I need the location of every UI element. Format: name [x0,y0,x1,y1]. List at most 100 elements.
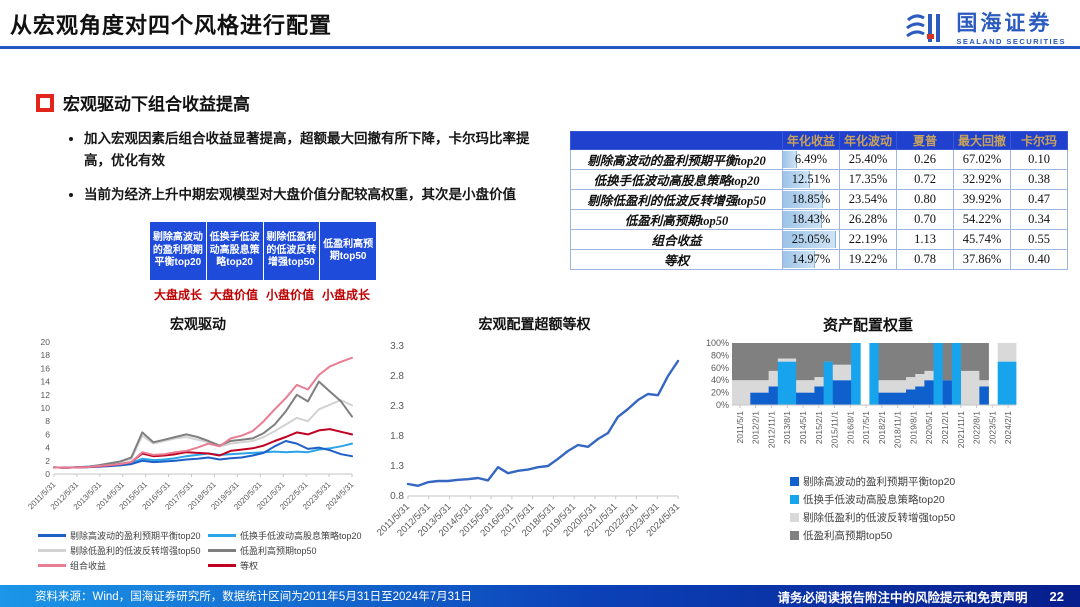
row-label-cell: 组合收益 [570,229,783,250]
stack-segment [906,377,916,390]
page-number: 22 [1049,588,1064,604]
legend-label: 剔除低盈利的低波反转增强top50 [70,546,201,556]
stack-segment [777,343,788,359]
stack-segment [814,377,825,387]
y-tick-label: 0 [45,469,50,479]
chart-title: 资产配置权重 [822,317,913,334]
data-bar [783,171,810,188]
legend-label: 低盈利高预期top50 [803,530,893,542]
stack-segment [970,343,980,371]
stack-segment [951,343,962,405]
row-label-cell: 等权 [570,249,783,270]
style-labels: 大盘成长 大盘价值 小盘价值 小盘成长 [150,286,376,303]
y-tick-label: 8 [45,416,50,426]
table-value-cell: 19.22% [839,249,897,270]
stack-segment [796,380,806,393]
stack-segment [924,380,934,405]
row-label-cell: 低换手低波动高股息策略top20 [570,169,783,190]
x-tick-label: 2015/11/1 [830,411,840,448]
stack-segment [906,343,916,378]
table-corner-cell [570,131,783,150]
y-tick-label: 10 [41,403,51,413]
x-tick-label: 2021/2/1 [940,411,950,444]
table-value-cell: 32.92% [953,169,1011,190]
style-label: 大盘成长 [153,288,202,302]
table-value-cell: 0.78 [896,249,954,270]
stack-segment [961,343,971,371]
stack-segment [997,343,1008,362]
y-tick-label: 1.8 [390,431,404,442]
stack-segment [777,361,788,405]
cell-value: 6.49% [794,152,828,166]
legend-swatch-icon [38,564,66,567]
y-tick-label: 60% [711,363,729,373]
legend-swatch-icon [790,477,799,486]
stacked-area-svg: 0% 20% 40% 60% 80% 100% 2011/5/1 2012/2/1 2012/1… [706,338,1017,448]
footer-source: 资料来源：Wind，国海证券研究所，数据统计区间为2011年5月31日至2024… [35,591,472,603]
chart-plot-area: 0 2 4 6 8 10 12 14 16 18 20 2011/5/31 2012/5/31 2013/… [26,336,368,527]
section-heading-text: 宏观驱动下组合收益提高 [63,95,250,114]
stack-segment [979,386,989,405]
stack-segment [970,370,980,405]
chart-plot-area: 0.8 1.3 1.8 2.3 2.8 3.3 2011/5/31 2012/5/31 2013… [372,336,697,573]
stack-segment [887,380,898,393]
section-heading: 宏观驱动下组合收益提高 [36,90,250,115]
legend-item: 等权 [208,559,368,572]
legend-label: 低盈利高预期top50 [240,546,317,556]
stack-segment [979,380,989,387]
stack-segment [768,370,779,387]
legend-label: 低换手低波动高股息策略top20 [803,494,945,506]
table-value-cell: 0.70 [896,209,954,230]
legend-swatch-icon [790,513,799,522]
x-tick-label: 2021/11/1 [956,411,966,448]
stack-segment [814,343,825,378]
x-tick-label: 2022/8/1 [972,411,982,444]
legend-swatch-icon [38,534,66,537]
company-logo: 国海证券 SEALAND SECURITIES [905,9,1066,49]
y-tick-label: 2 [45,456,50,466]
y-tick-label: 0% [716,400,729,410]
stack-segment [887,343,898,381]
table-value-cell: 22.19% [839,229,897,250]
stack-segment [896,392,907,405]
stack-segment [896,343,907,381]
stack-segment [759,392,770,405]
table-row: 低盈利高预期top50 18.43% 26.28% 0.70 54.22% 0.34 [570,209,1068,230]
title-underline [0,46,1080,49]
legend-label: 剔除高波动的盈利预期平衡top20 [70,531,201,541]
legend-item: 低盈利高预期top50 [790,528,1038,543]
legend-swatch-icon [208,564,236,567]
table-row: 等权 14.97% 19.22% 0.78 37.86% 0.40 [570,249,1068,270]
stack-segment [768,343,779,371]
legend-swatch-icon [790,495,799,504]
legend-label: 剔除高波动的盈利预期平衡top20 [803,476,956,488]
legend-label: 等权 [240,561,259,571]
table-value-cell: 18.43% [782,209,840,230]
table-value-cell: 12.51% [782,169,840,190]
style-label: 小盘价值 [265,288,314,302]
legend-item: 剔除高波动的盈利预期平衡top20 [790,474,1038,489]
performance-table: 年化收益 年化波动 夏普 最大回撤 卡尔玛 剔除高波动的盈利预期平衡top20 6.49% 2… [570,131,1068,270]
stack-segment [924,370,934,381]
red-square-bullet-icon [36,93,54,112]
stack-segment [841,343,852,365]
x-tick-label: 2015/2/1 [814,411,824,444]
page-title: 从宏观角度对四个风格进行配置 [10,13,333,38]
table-column-header: 夏普 [896,131,954,150]
y-tick-label: 2.8 [390,371,404,382]
stack-segment [841,380,852,405]
table-column-header: 年化收益 [782,131,840,150]
stack-segment [1006,343,1017,362]
table-value-cell: 18.85% [782,189,840,210]
data-bar [783,211,822,228]
series-line [406,359,680,488]
stack-segment [1006,361,1017,405]
table-value-cell: 0.26 [896,149,954,170]
stack-segment [823,361,834,405]
stack-segment [896,380,907,393]
table-row: 组合收益 25.05% 22.19% 1.13 45.74% 0.55 [570,229,1068,250]
stack-segment [823,343,834,362]
x-tick-label: 2012/2/1 [751,411,761,444]
y-tick-label: 14 [41,377,51,387]
